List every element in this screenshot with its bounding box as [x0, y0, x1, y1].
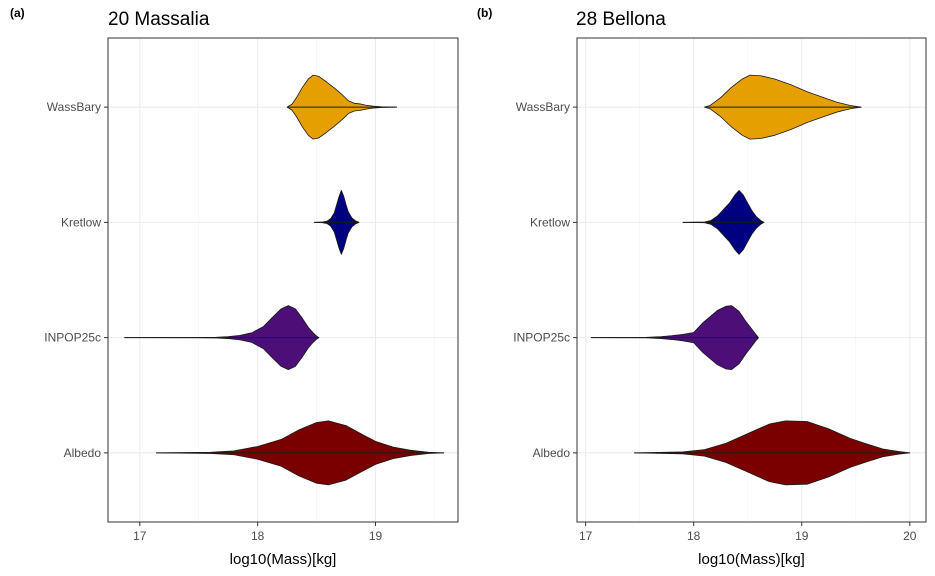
x-tick-label: 19	[795, 529, 809, 543]
y-tick-label: INPOP25c	[513, 331, 570, 345]
y-tick-label: Kretlow	[530, 215, 570, 229]
y-tick-label: WassBary	[47, 100, 101, 114]
y-tick-label: WassBary	[516, 100, 570, 114]
x-axis-title: log10(Mass)[kg]	[698, 551, 805, 568]
panel-title: 28 Bellona	[576, 9, 666, 30]
x-tick-label: 19	[369, 529, 383, 543]
panel-title: 20 Massalia	[108, 9, 210, 30]
plot-frame	[107, 37, 459, 523]
panel-b: 17 18 19 20 WassBary Kretlow INPOP25c Albedo log…	[477, 6, 927, 568]
panel-tag: (b)	[477, 6, 492, 20]
plot-frame	[576, 37, 927, 523]
x-tick-label: 20	[903, 529, 917, 543]
x-tick-label: 18	[251, 529, 265, 543]
x-tick-label: 18	[687, 529, 701, 543]
panel-tag: (a)	[10, 6, 25, 20]
x-tick-label: 17	[579, 529, 593, 543]
panel-a: 17 18 19 WassBary Kretlow INPOP25c Albedo log10…	[10, 6, 459, 568]
y-tick-label: Albedo	[64, 446, 102, 460]
y-tick-label: Kretlow	[61, 215, 101, 229]
y-tick-label: Albedo	[533, 446, 571, 460]
y-tick-label: INPOP25c	[44, 331, 101, 345]
x-tick-label: 17	[133, 529, 147, 543]
x-axis-title: log10(Mass)[kg]	[230, 551, 337, 568]
